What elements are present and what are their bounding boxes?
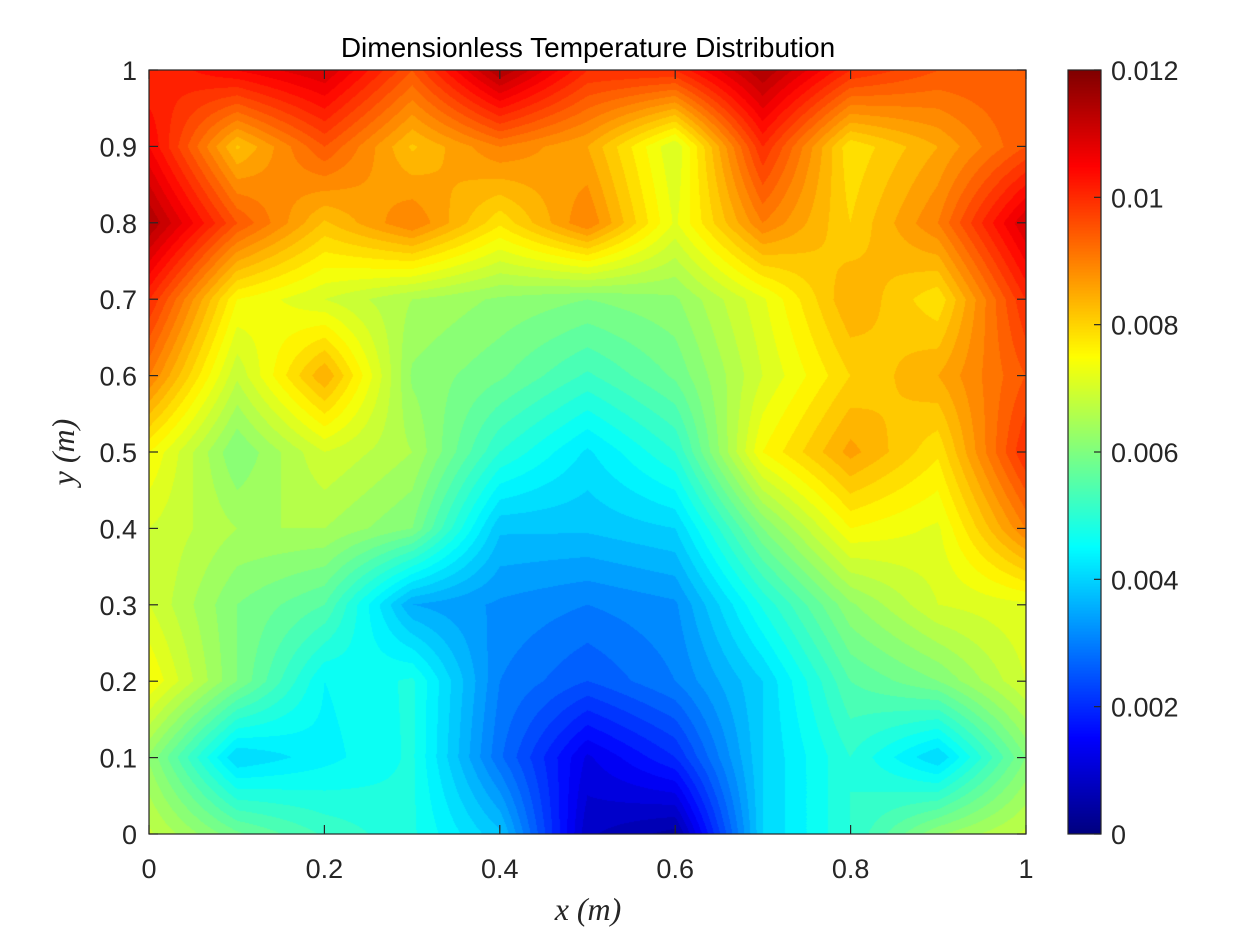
y-tick-label: 0.4 bbox=[99, 514, 137, 544]
colorbar-ticks: 0 0.002 0.004 0.006 0.008 0.01 0.012 bbox=[1094, 56, 1179, 850]
x-tick-label: 0.4 bbox=[481, 854, 519, 884]
colorbar: 0 0.002 0.004 0.006 0.008 0.01 0.012 bbox=[1067, 56, 1179, 850]
y-tick-label: 0.6 bbox=[99, 362, 137, 392]
y-tick-label: 1 bbox=[122, 56, 137, 86]
y-tick-label: 0.9 bbox=[99, 132, 137, 162]
colorbar-tick-label: 0.006 bbox=[1111, 438, 1179, 468]
y-tick-label: 0.7 bbox=[99, 285, 137, 315]
x-tick-label: 0.8 bbox=[832, 854, 870, 884]
colorbar-tick-label: 0 bbox=[1111, 820, 1126, 850]
y-tick-label: 0.8 bbox=[99, 209, 137, 239]
x-tick-label: 0 bbox=[141, 854, 156, 884]
y-axis-label: y (m) bbox=[45, 419, 81, 489]
y-tick-label: 0.5 bbox=[99, 438, 137, 468]
y-tick-label: 0.2 bbox=[99, 667, 137, 697]
y-axis-ticks: 0 0.1 0.2 0.3 0.4 0.5 0.6 0.7 0.8 0.9 1 bbox=[99, 56, 1026, 850]
colorbar-tick-label: 0.012 bbox=[1111, 56, 1179, 86]
plot-area: 0 0.2 0.4 0.6 0.8 1 0 0.1 0.2 0.3 0.4 0.5 0.6 0.7 0.8… bbox=[99, 56, 1033, 884]
x-tick-label: 1 bbox=[1018, 854, 1033, 884]
x-tick-label: 0.6 bbox=[656, 854, 694, 884]
heatmap-surface bbox=[149, 70, 1026, 834]
x-tick-label: 0.2 bbox=[306, 854, 344, 884]
x-axis-ticks: 0 0.2 0.4 0.6 0.8 1 bbox=[141, 70, 1034, 884]
colorbar-tick-label: 0.01 bbox=[1111, 183, 1164, 213]
y-tick-label: 0.1 bbox=[99, 744, 137, 774]
colorbar-tick-label: 0.002 bbox=[1111, 693, 1179, 723]
colorbar-tick-label: 0.008 bbox=[1111, 311, 1179, 341]
chart-title: Dimensionless Temperature Distribution bbox=[341, 32, 835, 63]
colorbar-tick-label: 0.004 bbox=[1111, 565, 1179, 595]
y-tick-label: 0.3 bbox=[99, 591, 137, 621]
x-axis-label: x (m) bbox=[554, 891, 622, 927]
y-tick-label: 0 bbox=[122, 820, 137, 850]
